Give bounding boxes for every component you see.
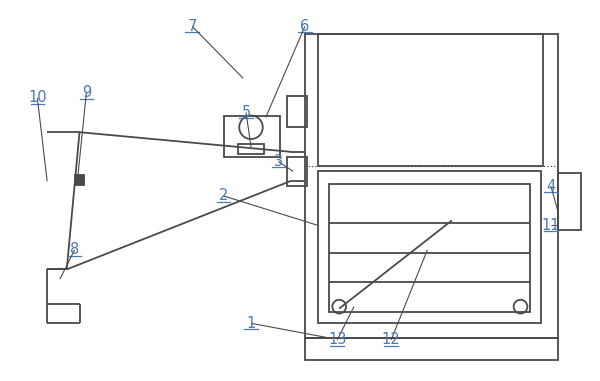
Text: 9: 9 (82, 85, 91, 101)
Bar (317, 34, 543, 166)
Text: 11: 11 (542, 218, 560, 233)
Bar (305, 338, 558, 360)
Text: 5: 5 (241, 105, 251, 120)
Text: 4: 4 (546, 179, 556, 194)
Bar (305, 34, 558, 338)
Text: 6: 6 (300, 19, 310, 34)
Bar (317, 171, 541, 323)
Text: 7: 7 (188, 19, 197, 34)
Text: 12: 12 (382, 333, 400, 347)
Text: 1: 1 (247, 316, 256, 331)
Bar (74, 175, 85, 185)
Text: 3: 3 (274, 154, 283, 169)
Text: 10: 10 (28, 90, 47, 106)
Bar (558, 173, 581, 230)
Text: 2: 2 (219, 188, 228, 203)
Bar (224, 115, 280, 157)
Bar (329, 184, 530, 312)
Bar (287, 96, 307, 127)
Bar (238, 144, 264, 154)
Text: 13: 13 (328, 333, 346, 347)
Text: 8: 8 (70, 242, 79, 257)
Bar (287, 157, 307, 186)
